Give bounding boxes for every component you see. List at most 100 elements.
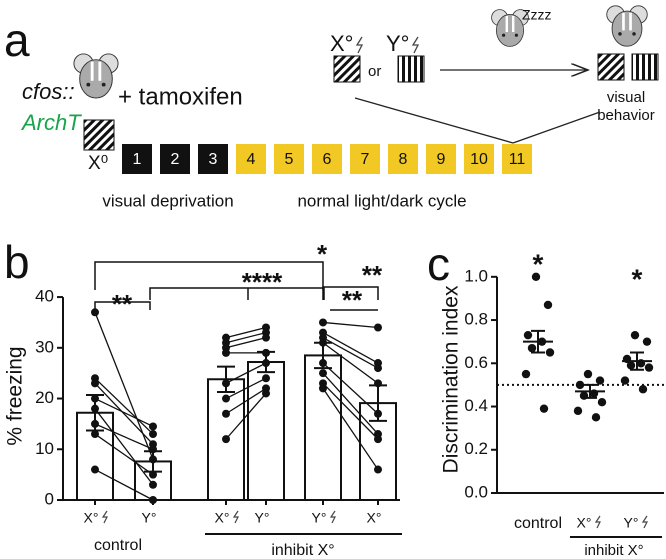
mouse-icon [605, 4, 649, 48]
panel-a: a cfos:: ArchT + tamoxifen X⁰ visual dep… [4, 4, 659, 210]
day-label: 11 [509, 151, 526, 168]
day-label: 1 [133, 151, 142, 168]
y-tick-label: 30 [35, 337, 54, 356]
day-box [426, 144, 456, 174]
data-point [638, 385, 648, 394]
panel-label: a [4, 14, 30, 66]
sig-bracket [149, 287, 325, 300]
data-point [597, 398, 607, 407]
x-tick-label: control [514, 515, 562, 532]
error-bar [144, 450, 162, 473]
data-point [262, 389, 270, 398]
y-tick-label: 0.2 [464, 439, 488, 458]
data-point [595, 376, 605, 385]
data-point [531, 272, 541, 282]
error-bar [257, 350, 275, 374]
data-point [262, 374, 270, 383]
pair-line [322, 332, 379, 364]
pair-line [322, 342, 379, 384]
striped-stimulus [631, 53, 659, 81]
day-label: 3 [209, 151, 218, 168]
pair-line [94, 468, 154, 501]
data-point [626, 361, 636, 370]
test-stimulus: Y° [386, 31, 409, 56]
pair-line [94, 423, 154, 450]
day-box [236, 144, 266, 174]
day-label: 2 [171, 151, 180, 168]
day-box [198, 144, 228, 174]
data-point [91, 308, 99, 317]
hatched-stimulus [333, 55, 361, 83]
y-tick-label: 0.8 [464, 310, 488, 329]
y-tick-label: 1.0 [464, 266, 488, 285]
data-point [630, 330, 640, 340]
data-point [543, 300, 553, 310]
day-box [160, 144, 190, 174]
light-icon [641, 515, 648, 529]
y-tick-label: 10 [35, 439, 54, 458]
data-point [149, 496, 157, 504]
error-bar [86, 393, 104, 432]
data-point [523, 330, 533, 340]
sig-label: ** [342, 285, 363, 315]
day-label: 10 [470, 151, 488, 168]
data-point [374, 435, 382, 444]
error-bar [314, 341, 332, 370]
group-label: control [94, 537, 142, 554]
error-bar [531, 329, 545, 354]
pair-line [225, 331, 267, 344]
pair-line [225, 377, 267, 400]
pair-line [94, 397, 154, 428]
day-box [388, 144, 418, 174]
light-icon [329, 510, 336, 524]
data-point [262, 333, 270, 342]
day-label: 4 [247, 151, 256, 168]
connector [512, 111, 601, 144]
construct: ArchT [20, 110, 82, 135]
data-point [222, 435, 230, 444]
data-point [642, 337, 652, 346]
pair-line [225, 387, 267, 415]
day-label: 8 [399, 151, 408, 168]
error-bar [369, 384, 387, 422]
data-point [149, 430, 157, 439]
pair-line [322, 382, 379, 440]
phase-label: normal light/dark cycle [297, 191, 466, 210]
data-point [521, 369, 531, 379]
day-box [502, 144, 532, 174]
pair-line [322, 321, 379, 329]
group-label: inhibit X° [271, 542, 334, 559]
data-point [539, 404, 549, 413]
y-tick-label: 0.4 [464, 396, 488, 415]
x-tick-label: Y° [255, 510, 270, 526]
pair-line [225, 337, 267, 349]
data-point [222, 409, 230, 418]
day-box [312, 144, 342, 174]
data-point [91, 465, 99, 474]
day-box [464, 144, 494, 174]
data-point [573, 406, 583, 416]
sig-label: **** [242, 267, 283, 297]
y-tick-label: 0 [45, 489, 54, 508]
light-icon [355, 36, 364, 54]
striped-stimulus [397, 55, 425, 83]
y-tick-label: 0.6 [464, 353, 488, 372]
error-bar [217, 365, 235, 393]
day-box [122, 144, 152, 174]
pair-line [322, 372, 379, 435]
sig-label: * [317, 239, 328, 269]
data-point [319, 318, 327, 327]
x-tick-label: Y° [142, 510, 157, 526]
sleep-label: Zzzz [522, 7, 552, 23]
pair-line [225, 326, 267, 339]
hatched-stimulus [83, 119, 115, 151]
panel-label: c [427, 238, 450, 290]
data-point [575, 380, 585, 390]
data-point [222, 394, 230, 403]
day-box [274, 144, 304, 174]
behavior-label: behavior [597, 107, 655, 124]
data-point [319, 384, 327, 393]
data-point [620, 376, 630, 385]
